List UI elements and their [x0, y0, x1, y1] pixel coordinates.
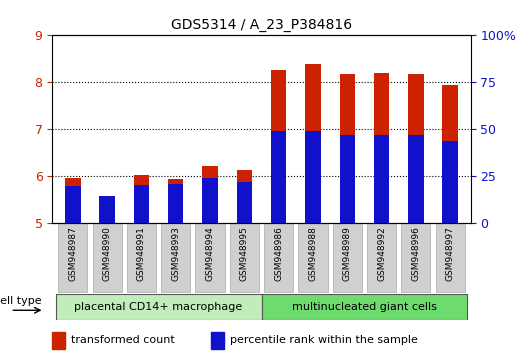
Bar: [305, 131, 321, 223]
Text: GSM948996: GSM948996: [411, 226, 420, 281]
Text: GSM948993: GSM948993: [171, 226, 180, 281]
Bar: [408, 135, 424, 223]
FancyBboxPatch shape: [401, 224, 430, 292]
Text: transformed count: transformed count: [71, 335, 175, 345]
FancyBboxPatch shape: [161, 224, 190, 292]
Bar: [374, 73, 389, 223]
Text: percentile rank within the sample: percentile rank within the sample: [230, 335, 418, 345]
Bar: [408, 74, 424, 223]
FancyBboxPatch shape: [196, 224, 225, 292]
Bar: [65, 177, 81, 223]
Text: multinucleated giant cells: multinucleated giant cells: [292, 302, 437, 312]
Bar: [52, 332, 65, 349]
FancyBboxPatch shape: [56, 294, 262, 320]
FancyBboxPatch shape: [262, 294, 467, 320]
Text: placental CD14+ macrophage: placental CD14+ macrophage: [74, 302, 243, 312]
Bar: [134, 185, 149, 223]
Text: cell type: cell type: [0, 296, 42, 306]
Bar: [202, 177, 218, 223]
Bar: [168, 184, 184, 223]
FancyBboxPatch shape: [58, 224, 87, 292]
Text: GSM948997: GSM948997: [446, 226, 454, 281]
Bar: [236, 182, 252, 223]
Bar: [65, 187, 81, 223]
Bar: [271, 131, 287, 223]
FancyBboxPatch shape: [436, 224, 465, 292]
FancyBboxPatch shape: [264, 224, 293, 292]
FancyBboxPatch shape: [127, 224, 156, 292]
Bar: [99, 196, 115, 223]
Bar: [99, 197, 115, 223]
FancyBboxPatch shape: [230, 224, 259, 292]
Text: GSM948988: GSM948988: [309, 226, 317, 281]
Text: GSM948992: GSM948992: [377, 226, 386, 281]
Bar: [305, 64, 321, 223]
Text: GSM948995: GSM948995: [240, 226, 249, 281]
Text: GSM948990: GSM948990: [103, 226, 112, 281]
FancyBboxPatch shape: [298, 224, 327, 292]
Title: GDS5314 / A_23_P384816: GDS5314 / A_23_P384816: [171, 18, 352, 32]
Bar: [168, 179, 184, 223]
Text: GSM948989: GSM948989: [343, 226, 352, 281]
FancyBboxPatch shape: [333, 224, 362, 292]
Bar: [271, 70, 287, 223]
Bar: [339, 135, 355, 223]
Text: GSM948994: GSM948994: [206, 226, 214, 281]
Bar: [374, 135, 389, 223]
Text: GSM948991: GSM948991: [137, 226, 146, 281]
Bar: [202, 166, 218, 223]
FancyBboxPatch shape: [367, 224, 396, 292]
Bar: [442, 141, 458, 223]
Bar: [236, 171, 252, 223]
Bar: [134, 175, 149, 223]
Bar: [442, 85, 458, 223]
Bar: [211, 332, 224, 349]
Text: GSM948986: GSM948986: [274, 226, 283, 281]
FancyBboxPatch shape: [93, 224, 122, 292]
Text: GSM948987: GSM948987: [69, 226, 77, 281]
Bar: [339, 74, 355, 223]
